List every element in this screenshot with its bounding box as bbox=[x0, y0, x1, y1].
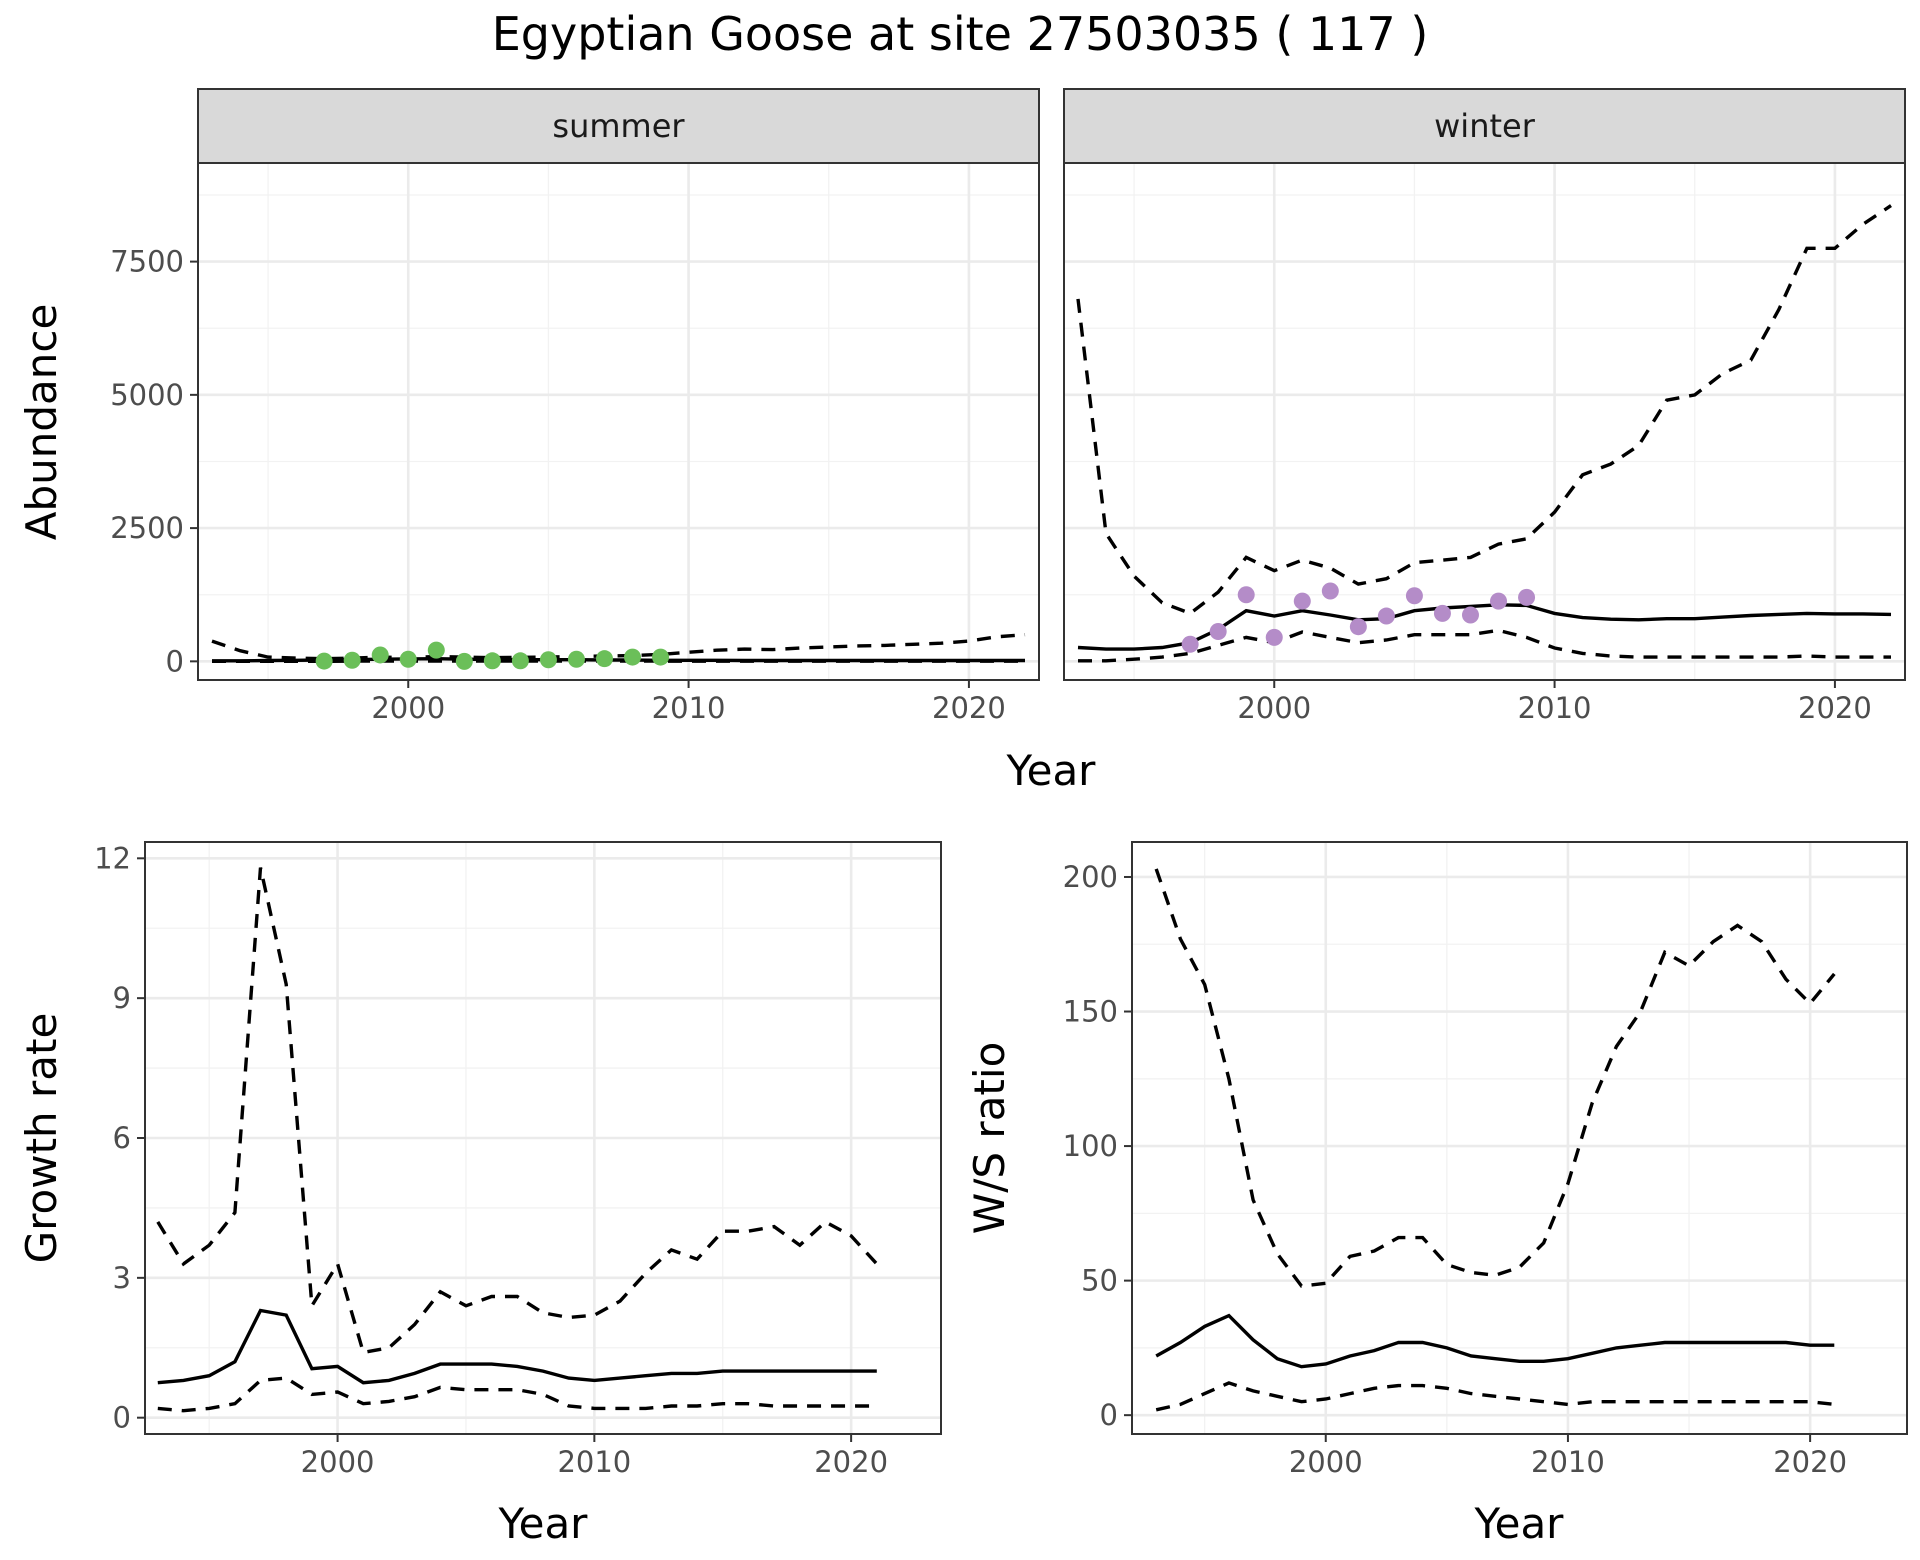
data-point bbox=[1378, 608, 1395, 625]
y-tick-label: 9 bbox=[113, 981, 131, 1015]
data-point bbox=[1238, 586, 1255, 603]
panel-background bbox=[198, 163, 1039, 680]
data-point bbox=[428, 642, 445, 659]
x-tick-label: 2020 bbox=[1773, 1445, 1847, 1479]
facet-strip-label: summer bbox=[552, 107, 685, 145]
x-tick-label: 2000 bbox=[371, 691, 445, 725]
x-tick-label: 2010 bbox=[1531, 1445, 1605, 1479]
data-point bbox=[316, 653, 333, 670]
panel-background bbox=[1132, 842, 1907, 1434]
data-point bbox=[1266, 629, 1283, 646]
x-tick-label: 2010 bbox=[1518, 691, 1592, 725]
y-tick-label: 200 bbox=[1063, 860, 1118, 894]
x-tick-label: 2020 bbox=[932, 691, 1006, 725]
x-axis-title-growth: Year bbox=[498, 1499, 589, 1548]
data-point bbox=[540, 651, 557, 668]
x-tick-label: 2000 bbox=[301, 1445, 375, 1479]
y-tick-label: 0 bbox=[166, 644, 184, 678]
facet-strip-label: winter bbox=[1434, 107, 1536, 145]
data-point bbox=[596, 650, 613, 667]
data-point bbox=[1350, 618, 1367, 635]
x-tick-label: 2000 bbox=[1237, 691, 1311, 725]
y-tick-label: 5000 bbox=[110, 378, 184, 412]
y-tick-label: 12 bbox=[94, 841, 131, 875]
x-tick-label: 2010 bbox=[652, 691, 726, 725]
x-axis-title-top: Year bbox=[1006, 746, 1097, 795]
y-tick-label: 50 bbox=[1081, 1264, 1118, 1298]
y-tick-label: 3 bbox=[113, 1261, 131, 1295]
data-point bbox=[512, 652, 529, 669]
y-tick-label: 7500 bbox=[110, 245, 184, 279]
data-point bbox=[1434, 605, 1451, 622]
data-point bbox=[456, 653, 473, 670]
data-point bbox=[372, 646, 389, 663]
y-axis-title-ratio: W/S ratio bbox=[965, 1042, 1014, 1235]
x-tick-label: 2020 bbox=[1798, 691, 1872, 725]
data-point bbox=[624, 649, 641, 666]
y-tick-label: 6 bbox=[113, 1121, 131, 1155]
y-tick-label: 100 bbox=[1063, 1129, 1118, 1163]
x-tick-label: 2010 bbox=[557, 1445, 631, 1479]
y-axis-title-growth: Growth rate bbox=[17, 1013, 66, 1264]
panel-ws_ratio: 2000 2010 2020 0 50 100 150 200 bbox=[1063, 842, 1907, 1479]
y-tick-label: 0 bbox=[1100, 1398, 1118, 1432]
data-point bbox=[344, 652, 361, 669]
data-point bbox=[484, 652, 501, 669]
data-point bbox=[1518, 589, 1535, 606]
panel-winter: winter 2000 2010 2020 bbox=[1064, 89, 1905, 725]
x-axis-title-ratio: Year bbox=[1474, 1499, 1565, 1548]
data-point bbox=[1294, 593, 1311, 610]
data-point bbox=[568, 651, 585, 668]
panel-background bbox=[1064, 163, 1905, 680]
data-point bbox=[1182, 636, 1199, 653]
data-point bbox=[1490, 593, 1507, 610]
data-point bbox=[400, 651, 417, 668]
x-tick-label: 2000 bbox=[1289, 1445, 1363, 1479]
x-tick-label: 2020 bbox=[814, 1445, 888, 1479]
panel-summer: summer 2000 2010 2020 0 2500 5000 7500 bbox=[110, 89, 1039, 725]
data-point bbox=[1406, 587, 1423, 604]
panel-growth: 2000 2010 2020 0 3 6 9 12 bbox=[94, 841, 941, 1479]
data-point bbox=[1322, 582, 1339, 599]
data-point bbox=[1210, 623, 1227, 640]
y-axis-title-abundance: Abundance bbox=[17, 304, 66, 541]
y-tick-label: 150 bbox=[1063, 995, 1118, 1029]
chart-title: Egyptian Goose at site 27503035 ( 117 ) bbox=[492, 7, 1429, 61]
data-point bbox=[1462, 606, 1479, 623]
y-tick-label: 0 bbox=[113, 1401, 131, 1435]
y-tick-label: 2500 bbox=[110, 511, 184, 545]
data-point bbox=[652, 649, 669, 666]
